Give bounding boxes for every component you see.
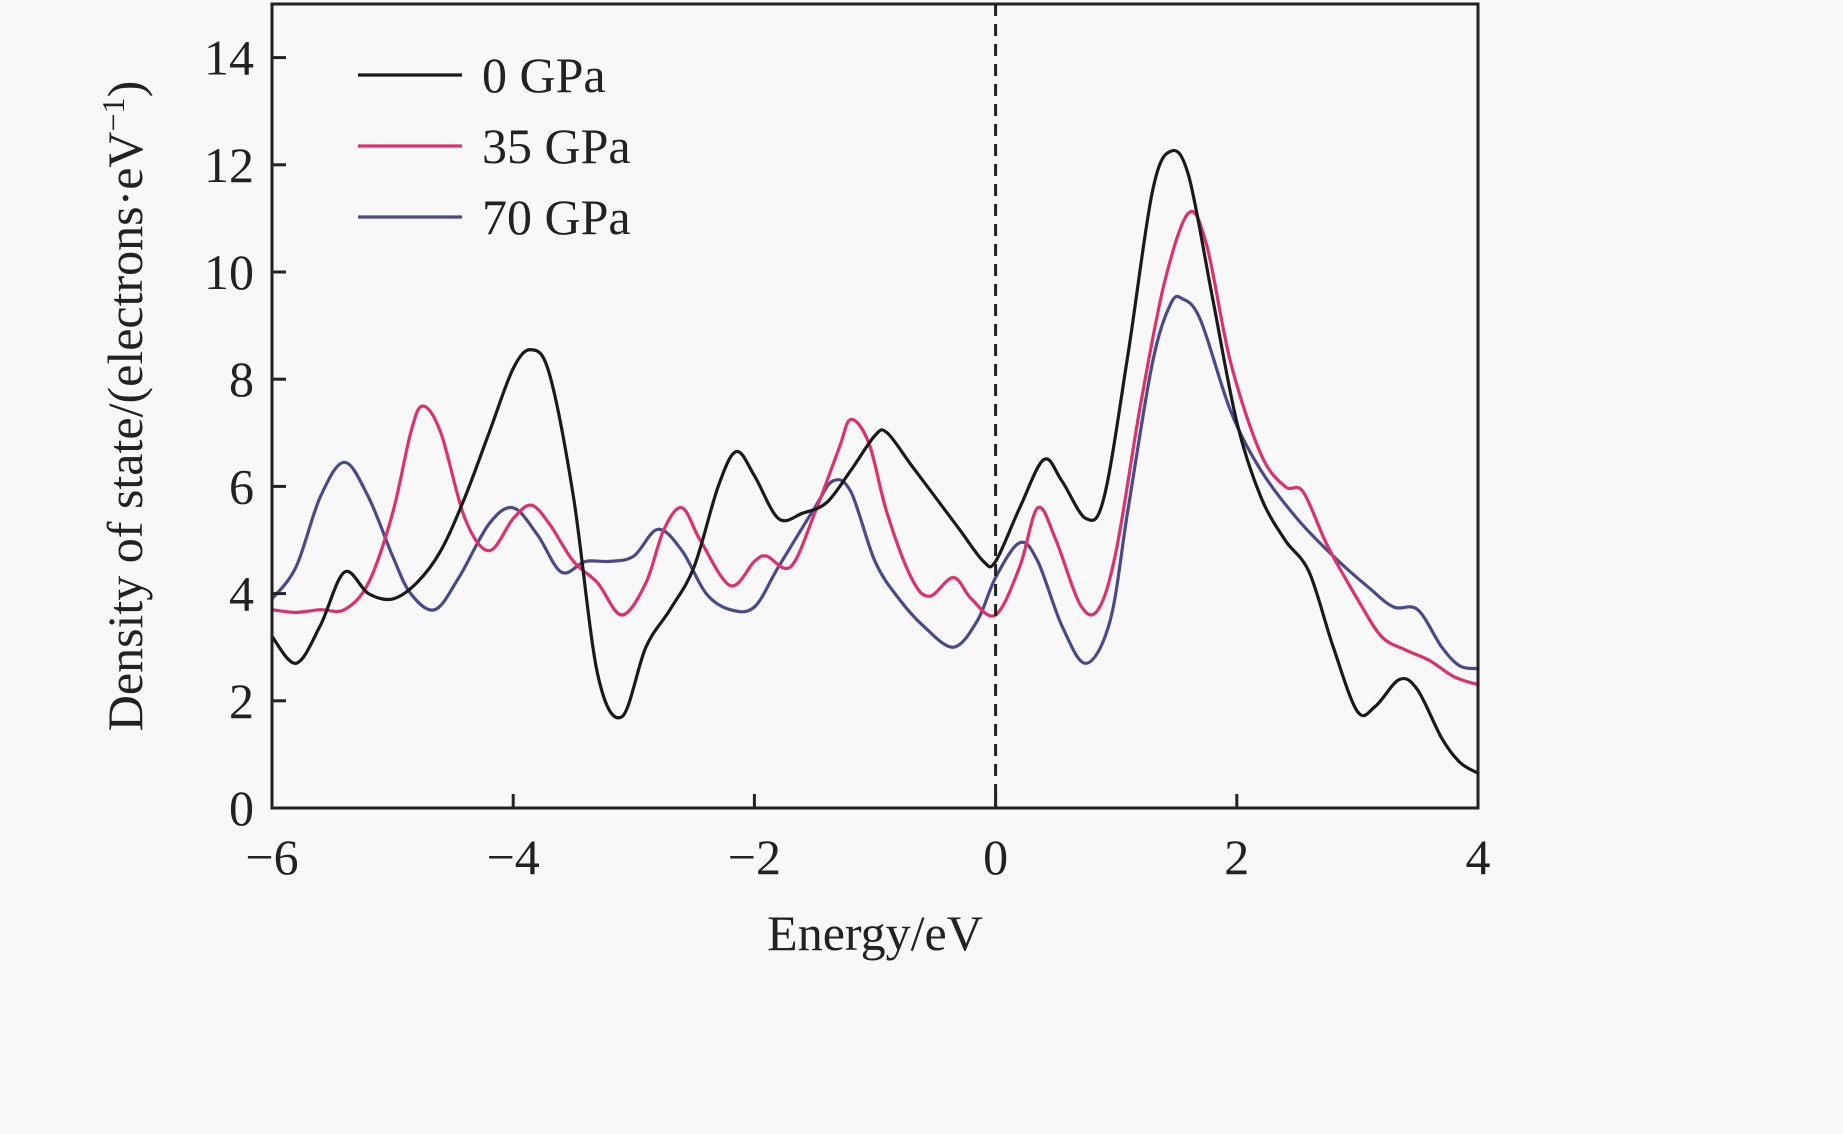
y-tick-label: 14	[204, 30, 254, 86]
y-tick-label: 0	[229, 780, 254, 836]
series-layer	[270, 148, 1480, 775]
legend-label-0-gpa: 0 GPa	[482, 47, 606, 103]
y-tick-label: 12	[204, 137, 254, 193]
y-axis-label: Density of state/(electrons·eV−1)	[95, 81, 153, 731]
ticks-layer: −6 −4 −2 0 2 4 0 2 4 6 8 10 12 14	[204, 30, 1491, 885]
y-tick-label: 10	[204, 244, 254, 300]
plot-frame	[270, 2, 1480, 810]
legend-label-35-gpa: 35 GPa	[482, 118, 631, 174]
legend-label-70-gpa: 70 GPa	[482, 189, 631, 245]
x-tick-label: −2	[728, 829, 781, 885]
x-tick-label: 4	[1466, 829, 1491, 885]
y-axis-label-superscript: −1	[95, 97, 131, 131]
y-axis-label-close: )	[97, 81, 153, 98]
y-tick-label: 2	[229, 673, 254, 729]
y-tick-label: 4	[229, 566, 254, 622]
series-line-70-gpa	[270, 294, 1480, 671]
x-tick-label: 0	[983, 829, 1008, 885]
series-line-0-gpa	[270, 148, 1480, 775]
y-tick-label: 6	[229, 458, 254, 514]
y-tick-label: 8	[229, 351, 254, 407]
legend: 0 GPa 35 GPa 70 GPa	[358, 47, 631, 245]
x-tick-label: 2	[1224, 829, 1249, 885]
x-axis-label: Energy/eV	[767, 905, 983, 961]
plot-area	[272, 4, 1478, 808]
x-tick-label: −6	[245, 829, 298, 885]
x-tick-label: −4	[487, 829, 540, 885]
y-axis-label-main: Density of state/(electrons·eV	[97, 131, 153, 731]
